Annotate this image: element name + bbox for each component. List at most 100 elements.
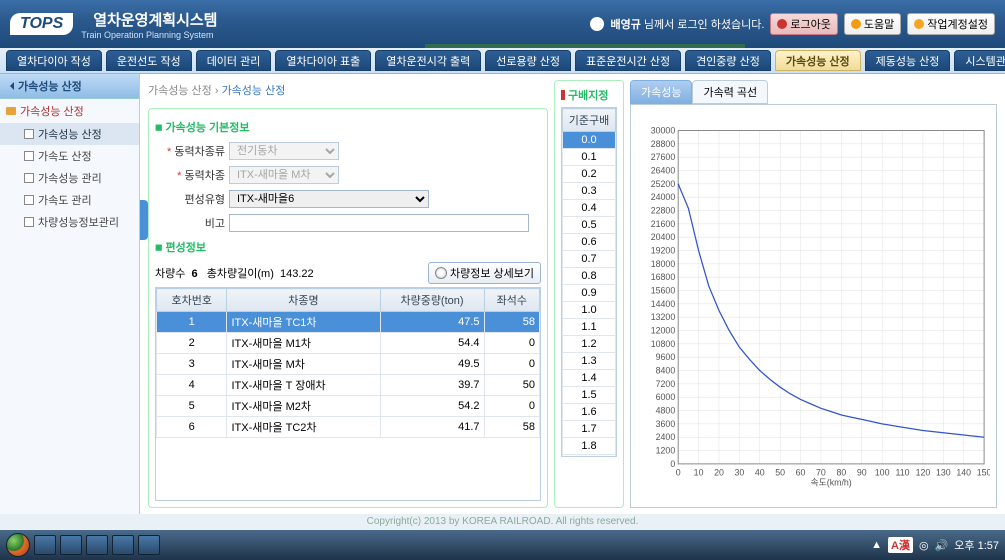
grade-row[interactable]: 0.4	[563, 200, 616, 217]
svg-text:27600: 27600	[651, 152, 676, 162]
sidebar: 가속성능 산정 가속성능 산정 가속성능 산정가속도 산정가속성능 관리가속도 …	[0, 74, 140, 514]
system-subtitle: Train Operation Planning System	[81, 30, 217, 40]
logout-button[interactable]: 로그아웃	[770, 13, 837, 35]
grade-row[interactable]: 0.3	[563, 183, 616, 200]
grade-row[interactable]: 1.9	[563, 455, 616, 458]
svg-text:26400: 26400	[651, 165, 676, 175]
ime-indicator[interactable]: A漢	[888, 537, 913, 553]
chart-panel: 가속성능 가속력 곡선 0120024003600480060007200840…	[630, 80, 997, 508]
nav-tab-9[interactable]: 제동성능 산정	[865, 50, 951, 71]
system-title: 열차운영계획시스템	[93, 12, 217, 29]
grade-row[interactable]: 0.6	[563, 234, 616, 251]
task-ie[interactable]	[34, 535, 56, 555]
task-app3[interactable]	[138, 535, 160, 555]
grade-title: 구배지정	[561, 87, 617, 107]
svg-text:9600: 9600	[656, 352, 676, 362]
sidebar-item-2[interactable]: 가속성능 관리	[0, 167, 139, 189]
grade-row[interactable]: 0.0	[563, 132, 616, 149]
task-app2[interactable]	[112, 535, 134, 555]
sidebar-title: 가속성능 산정	[0, 74, 139, 99]
table-row[interactable]: 6ITX-새마을 TC2차41.758	[157, 417, 540, 438]
svg-text:90: 90	[857, 468, 867, 478]
sidebar-item-1[interactable]: 가속도 산정	[0, 145, 139, 167]
svg-text:14400: 14400	[651, 299, 676, 309]
nav-tab-1[interactable]: 운전선도 작성	[106, 50, 192, 71]
nav-tab-7[interactable]: 견인중량 산정	[685, 50, 771, 71]
grade-row[interactable]: 0.2	[563, 166, 616, 183]
svg-text:1200: 1200	[656, 445, 676, 455]
svg-text:120: 120	[916, 468, 931, 478]
nav-tab-10[interactable]: 시스템관리	[954, 50, 1005, 71]
grade-row[interactable]: 1.5	[563, 387, 616, 404]
grade-row[interactable]: 1.2	[563, 336, 616, 353]
taskbar: ▲ A漢 ◎ 🔊 오후 1:57	[0, 530, 1005, 560]
vehicle-detail-button[interactable]: 차량정보 상세보기	[428, 262, 541, 284]
grade-row[interactable]: 0.1	[563, 149, 616, 166]
svg-text:70: 70	[816, 468, 826, 478]
grade-row[interactable]: 1.7	[563, 421, 616, 438]
table-row[interactable]: 5ITX-새마을 M2차54.20	[157, 396, 540, 417]
grade-row[interactable]: 0.9	[563, 285, 616, 302]
svg-text:24000: 24000	[651, 192, 676, 202]
start-button[interactable]	[6, 533, 30, 557]
svg-text:13200: 13200	[651, 312, 676, 322]
grade-row[interactable]: 0.5	[563, 217, 616, 234]
task-explorer[interactable]	[60, 535, 82, 555]
svg-text:10: 10	[694, 468, 704, 478]
grade-row[interactable]: 1.0	[563, 302, 616, 319]
collapse-icon[interactable]	[6, 82, 14, 90]
task-app1[interactable]	[86, 535, 108, 555]
basic-info-panel: 가속성능 기본정보 동력차종류전기동차 동력차종ITX-새마을 M차 편성유형I…	[148, 108, 548, 508]
svg-text:0: 0	[670, 459, 675, 469]
tray-net[interactable]: ◎	[919, 539, 929, 552]
settings-button[interactable]: 작업계정설정	[907, 13, 995, 35]
svg-text:30000: 30000	[651, 125, 676, 135]
help-button[interactable]: 도움말	[844, 13, 901, 35]
grade-row[interactable]: 0.7	[563, 251, 616, 268]
svg-text:10800: 10800	[651, 339, 676, 349]
kind-select[interactable]: ITX-새마을 M차	[229, 166, 339, 184]
tray-icon[interactable]: ▲	[871, 539, 882, 551]
note-input[interactable]	[229, 214, 529, 232]
formation-table: 호차번호차종명차량중량(ton)좌석수 1ITX-새마을 TC1차47.5582…	[156, 288, 540, 438]
grade-row[interactable]: 1.1	[563, 319, 616, 336]
sidebar-folder[interactable]: 가속성능 산정	[0, 99, 139, 123]
svg-text:130: 130	[936, 468, 951, 478]
chart-tab-accel[interactable]: 가속성능	[630, 80, 692, 104]
type-select[interactable]: 전기동차	[229, 142, 339, 160]
sidebar-item-3[interactable]: 가속도 관리	[0, 189, 139, 211]
sidebar-item-4[interactable]: 차량성능정보관리	[0, 211, 139, 233]
grade-row[interactable]: 1.6	[563, 404, 616, 421]
accel-chart: 0120024003600480060007200840096001080012…	[637, 111, 990, 501]
grade-panel: 구배지정 기준구배 0.00.10.20.30.40.50.60.70.80.9…	[554, 80, 624, 508]
svg-text:8400: 8400	[656, 365, 676, 375]
form-label: 편성유형	[155, 191, 225, 207]
tray-vol[interactable]: 🔊	[935, 539, 949, 552]
svg-text:3600: 3600	[656, 419, 676, 429]
sidebar-collapse-handle[interactable]	[140, 200, 148, 240]
table-row[interactable]: 4ITX-새마을 T 장애차39.750	[157, 375, 540, 396]
clock[interactable]: 오후 1:57	[954, 537, 999, 553]
nav-tab-4[interactable]: 열차운전시각 출력	[375, 50, 481, 71]
help-icon	[851, 19, 861, 29]
nav-tab-6[interactable]: 표준운전시간 산정	[575, 50, 681, 71]
nav-tab-3[interactable]: 열차다이아 표출	[275, 50, 371, 71]
grade-row[interactable]: 1.4	[563, 370, 616, 387]
sidebar-item-0[interactable]: 가속성능 산정	[0, 123, 139, 145]
table-row[interactable]: 1ITX-새마을 TC1차47.558	[157, 312, 540, 333]
svg-text:20400: 20400	[651, 232, 676, 242]
nav-tab-2[interactable]: 데이터 관리	[196, 50, 272, 71]
basic-info-title: 가속성능 기본정보	[155, 119, 541, 135]
grade-row[interactable]: 1.8	[563, 438, 616, 455]
kind-label: 동력차종	[155, 167, 225, 183]
grade-row[interactable]: 0.8	[563, 268, 616, 285]
svg-text:80: 80	[836, 468, 846, 478]
grade-row[interactable]: 1.3	[563, 353, 616, 370]
nav-tab-0[interactable]: 열차다이아 작성	[6, 50, 102, 71]
table-row[interactable]: 2ITX-새마을 M1차54.40	[157, 333, 540, 354]
nav-tab-8[interactable]: 가속성능 산정	[775, 50, 861, 71]
nav-tab-5[interactable]: 선로용량 산정	[485, 50, 571, 71]
chart-tab-curve[interactable]: 가속력 곡선	[692, 80, 768, 104]
form-select[interactable]: ITX-새마을6	[229, 190, 429, 208]
table-row[interactable]: 3ITX-새마을 M차49.50	[157, 354, 540, 375]
